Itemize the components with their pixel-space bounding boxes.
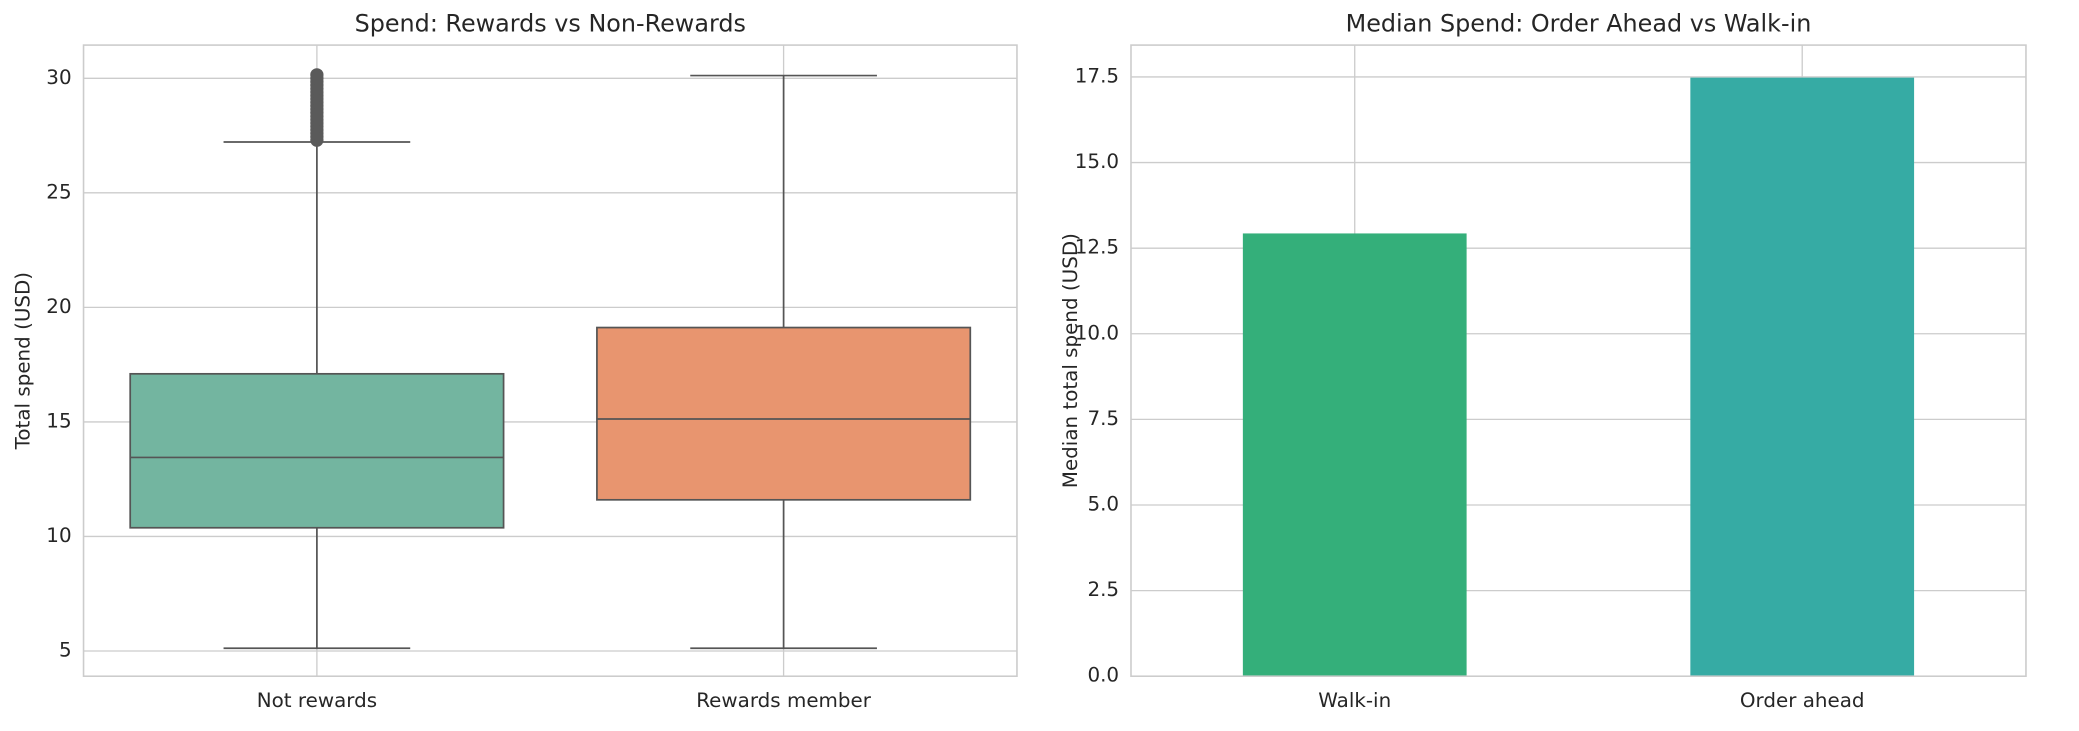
plot-frame bbox=[1130, 44, 2027, 678]
y-tick-label: 2.5 bbox=[1087, 578, 1119, 601]
plot-frame bbox=[82, 44, 1018, 678]
y-tick-label: 0.0 bbox=[1087, 664, 1119, 687]
y-tick-label: 15 bbox=[46, 409, 71, 432]
y-tick-label: 17.5 bbox=[1075, 64, 1119, 87]
bar bbox=[1690, 77, 1915, 677]
y-tick-label: 20 bbox=[46, 295, 71, 318]
y-tick-label: 25 bbox=[46, 180, 71, 203]
y-tick-label: 5 bbox=[59, 639, 72, 662]
y-tick-label: 5.0 bbox=[1087, 492, 1119, 515]
x-tick-label: Rewards member bbox=[696, 689, 871, 712]
box bbox=[596, 326, 972, 501]
bar bbox=[1242, 233, 1467, 677]
box bbox=[129, 372, 505, 529]
x-tick-label: Order ahead bbox=[1740, 689, 1865, 712]
chart-title: Spend: Rewards vs Non-Rewards bbox=[355, 10, 746, 38]
y-tick-label: 30 bbox=[46, 66, 71, 89]
outlier bbox=[310, 68, 324, 82]
y-tick-label: 15.0 bbox=[1075, 150, 1119, 173]
y-axis-label: Median total spend (USD) bbox=[1059, 233, 1082, 488]
y-tick-label: 12.5 bbox=[1075, 236, 1119, 259]
x-tick-label: Not rewards bbox=[257, 689, 377, 712]
y-tick-label: 7.5 bbox=[1087, 407, 1119, 430]
x-tick-label: Walk-in bbox=[1318, 689, 1391, 712]
chart-title: Median Spend: Order Ahead vs Walk-in bbox=[1346, 10, 1812, 38]
y-tick-label: 10 bbox=[46, 524, 71, 547]
y-tick-label: 10.0 bbox=[1075, 321, 1119, 344]
y-axis-label: Total spend (USD) bbox=[11, 272, 34, 450]
